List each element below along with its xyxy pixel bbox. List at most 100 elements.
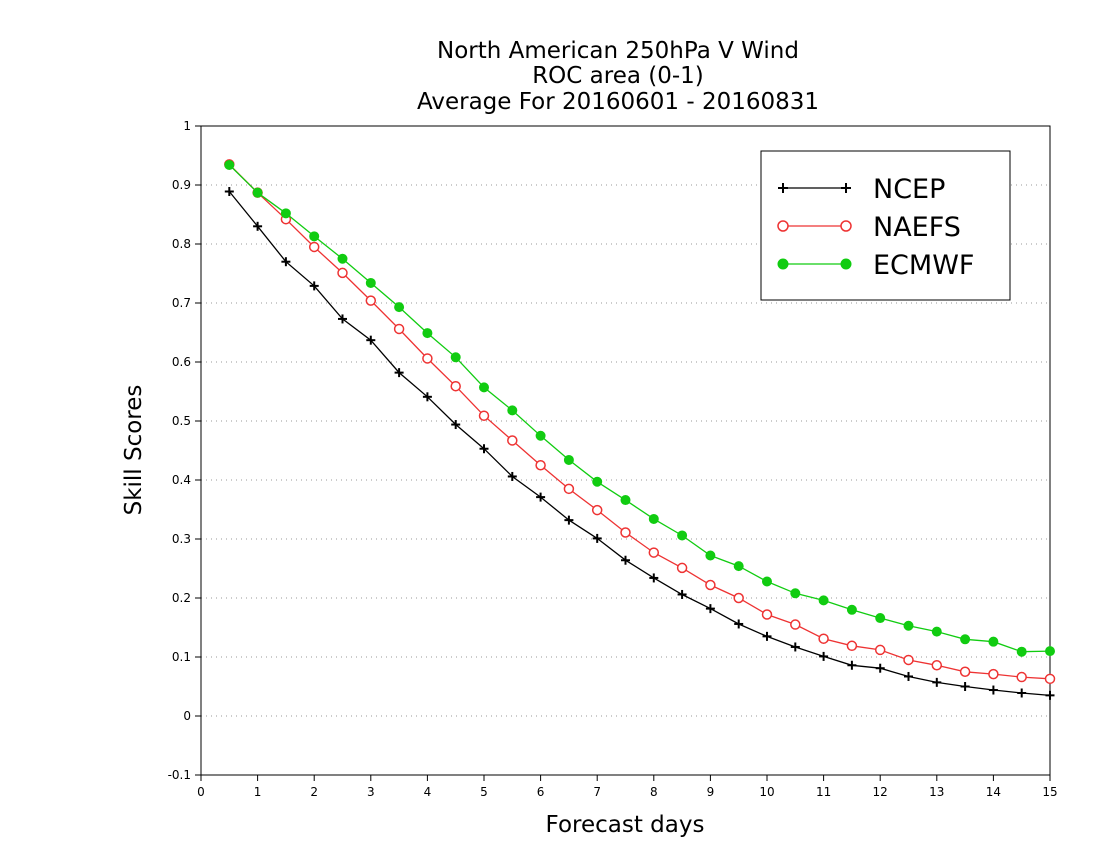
y-tick-label: 0.1 xyxy=(172,650,191,664)
x-tick-label: 7 xyxy=(593,785,601,799)
data-point-ecmwf xyxy=(252,187,263,198)
data-point-ncep xyxy=(422,392,432,402)
y-tick-label: 1 xyxy=(183,119,191,133)
data-point-ncep xyxy=(734,619,744,629)
data-point-ecmwf xyxy=(422,328,433,339)
data-point-ncep xyxy=(1017,688,1027,698)
data-point-ecmwf xyxy=(535,430,546,441)
data-point-naefs xyxy=(563,483,575,495)
data-point-naefs xyxy=(1016,671,1027,683)
legend-entry-ecmwf: ECMWF xyxy=(777,250,974,281)
data-point-ncep xyxy=(932,677,942,687)
data-point-naefs xyxy=(846,640,858,652)
data-point-ncep xyxy=(338,314,347,324)
y-tick-label: 0.5 xyxy=(172,414,191,428)
x-tick-label: 1 xyxy=(254,785,262,799)
data-point-naefs xyxy=(818,633,829,644)
data-point-ecmwf xyxy=(280,208,291,219)
data-point-ecmwf xyxy=(705,550,716,561)
legend-label: NAEFS xyxy=(873,212,961,243)
data-point-ecmwf xyxy=(988,636,999,647)
data-point-ncep xyxy=(1045,690,1055,700)
legend-entry-naefs: NAEFS xyxy=(777,212,961,243)
data-point-ecmwf xyxy=(790,588,801,599)
legend-marker-start xyxy=(778,183,788,193)
data-point-ecmwf xyxy=(450,352,461,363)
data-point-ecmwf xyxy=(620,495,631,506)
x-tick-label: 8 xyxy=(650,785,658,799)
x-tick-label: 0 xyxy=(197,785,205,799)
plot-frame xyxy=(200,125,1051,776)
legend-marker-end xyxy=(841,183,851,193)
data-point-naefs xyxy=(903,654,914,666)
data-point-ncep xyxy=(451,420,461,430)
data-point-naefs xyxy=(676,562,688,574)
x-tick-label: 10 xyxy=(759,785,774,799)
data-point-ecmwf xyxy=(648,513,659,524)
x-tick-label: 3 xyxy=(367,785,375,799)
data-point-naefs xyxy=(507,435,518,446)
y-tick-label: -0.1 xyxy=(168,768,191,782)
y-tick-label: 0.6 xyxy=(172,355,191,369)
series-ecmwf xyxy=(224,159,1055,657)
data-point-ecmwf xyxy=(846,604,857,615)
data-point-ncep xyxy=(790,642,800,652)
data-point-ncep xyxy=(960,682,970,691)
data-point-naefs xyxy=(393,323,405,335)
legend-marker-start xyxy=(777,220,789,232)
data-point-ecmwf xyxy=(224,159,235,170)
data-point-ncep xyxy=(366,335,376,345)
data-point-naefs xyxy=(591,504,603,516)
x-tick-label: 4 xyxy=(424,785,432,799)
x-tick-label: 15 xyxy=(1042,785,1057,799)
data-point-ecmwf xyxy=(960,634,971,645)
data-point-ncep xyxy=(281,257,291,267)
legend-marker-end xyxy=(840,220,852,232)
y-tick-label: 0.3 xyxy=(172,532,191,546)
data-point-ecmwf xyxy=(903,620,914,631)
data-point-ecmwf xyxy=(479,382,489,393)
data-point-naefs xyxy=(874,644,886,656)
data-point-naefs xyxy=(761,609,773,620)
data-point-naefs xyxy=(308,241,320,253)
x-tick-label: 14 xyxy=(986,785,1001,799)
data-point-naefs xyxy=(422,353,433,364)
data-point-naefs xyxy=(337,267,348,279)
data-point-ncep xyxy=(564,515,574,525)
x-tick-label: 2 xyxy=(310,785,318,799)
y-tick-label: 0.7 xyxy=(172,296,191,310)
data-point-ecmwf xyxy=(309,231,320,242)
x-tick-label: 12 xyxy=(873,785,888,799)
data-point-ncep xyxy=(762,631,772,641)
series-line-ncep xyxy=(228,191,1051,697)
x-tick-label: 6 xyxy=(537,785,545,799)
data-point-ncep xyxy=(309,281,319,291)
data-point-naefs xyxy=(959,666,971,677)
data-point-naefs xyxy=(535,460,546,471)
data-point-naefs xyxy=(365,295,377,306)
y-tick-label: 0.4 xyxy=(172,473,191,487)
data-point-ncep xyxy=(621,555,630,565)
data-point-ecmwf xyxy=(875,613,886,624)
data-point-ecmwf xyxy=(337,253,348,264)
data-point-ecmwf xyxy=(818,595,829,606)
legend-entry-ncep: NCEP xyxy=(778,174,945,205)
data-point-ncep xyxy=(224,186,234,196)
data-point-ncep xyxy=(649,573,659,583)
data-point-ecmwf xyxy=(563,454,574,465)
data-point-ncep xyxy=(394,368,404,378)
data-point-ecmwf xyxy=(1016,646,1027,657)
data-point-ncep xyxy=(536,492,546,502)
y-tick-label: 0.9 xyxy=(172,178,191,192)
data-point-ncep xyxy=(847,660,857,670)
data-point-ecmwf xyxy=(507,405,518,416)
data-point-ecmwf xyxy=(1045,646,1055,657)
data-point-ncep xyxy=(479,444,489,454)
legend: NCEP NAEFS ECMWF xyxy=(760,150,1011,301)
legend-marker-end xyxy=(840,258,852,270)
data-point-naefs xyxy=(733,592,744,604)
x-tick-label: 5 xyxy=(480,785,488,799)
data-point-naefs xyxy=(648,547,660,558)
series-layer xyxy=(224,159,1056,700)
